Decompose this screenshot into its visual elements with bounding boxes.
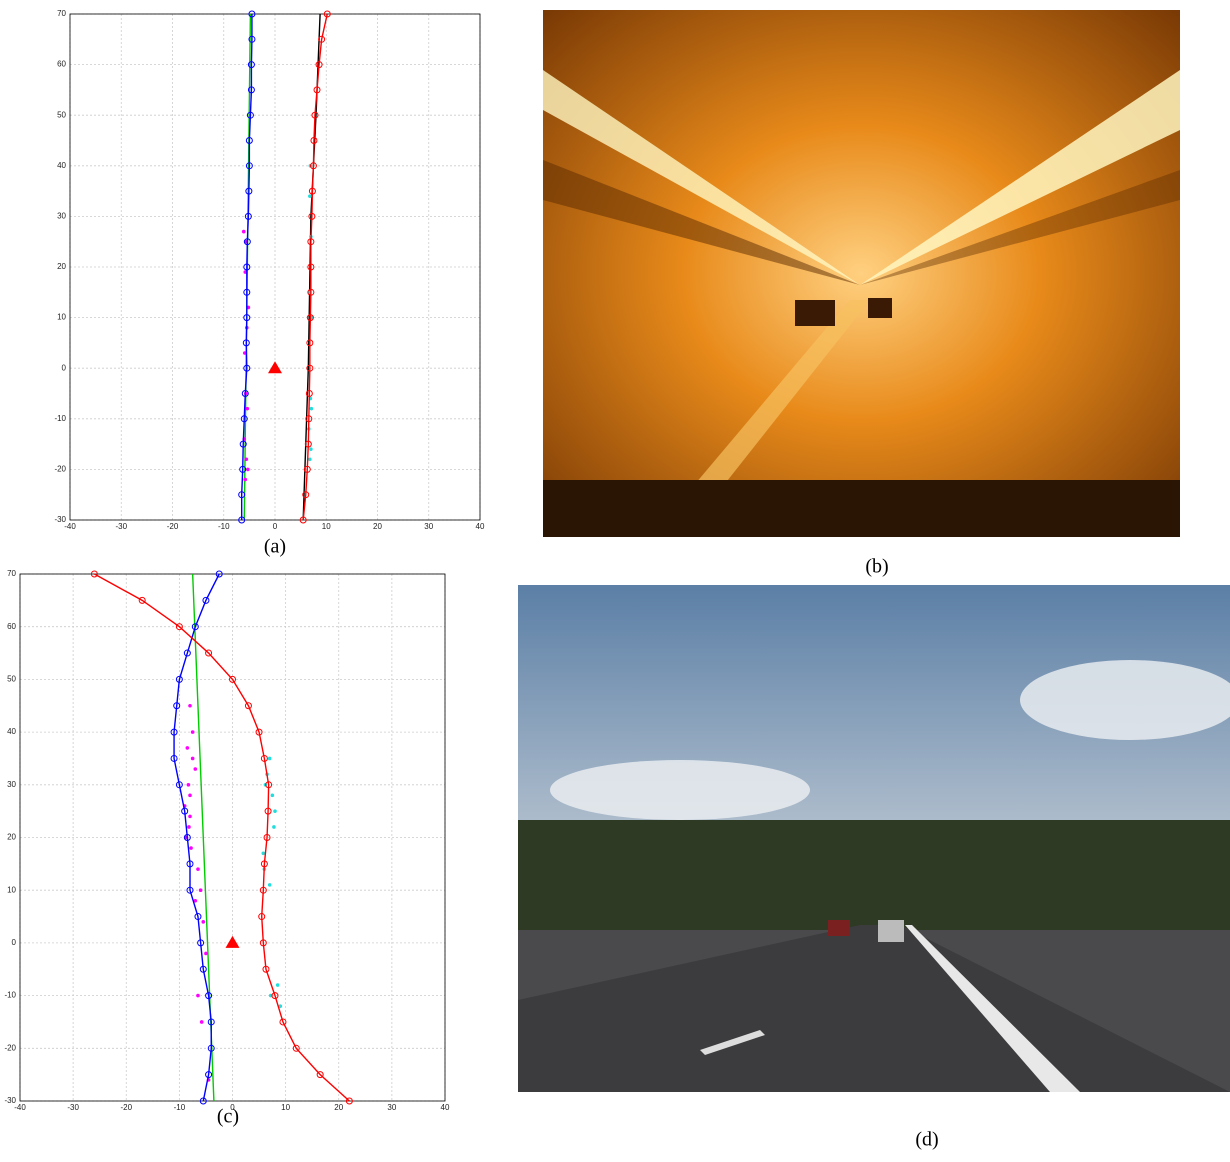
point [271,794,275,798]
x-tick-label: -20 [120,1103,132,1112]
y-tick-label: 60 [7,622,16,631]
x-tick-label: -10 [174,1103,186,1112]
x-tick-label: 20 [334,1103,343,1112]
y-tick-label: 20 [57,262,66,271]
point [308,457,312,461]
point [191,730,195,734]
caption: (b) [865,556,888,578]
y-tick-label: -20 [4,1043,16,1052]
point [276,983,280,987]
x-tick-label: 30 [424,522,433,531]
y-tick-label: -10 [54,414,66,423]
y-tick-label: 10 [57,313,66,322]
point [199,888,203,892]
y-tick-label: 70 [7,569,16,578]
y-tick-label: 0 [12,938,17,947]
point [204,952,208,956]
point [308,194,312,198]
y-tick-label: 70 [57,9,66,18]
point [189,846,193,850]
y-tick-label: -20 [54,465,66,474]
point [196,867,200,871]
caption: (a) [264,536,286,558]
point [268,883,272,887]
x-tick-label: -10 [218,522,230,531]
point [268,757,272,761]
x-tick-label: -30 [67,1103,79,1112]
x-tick-label: -40 [14,1103,26,1112]
x-tick-label: 40 [476,522,485,531]
x-tick-label: 0 [273,522,278,531]
x-tick-label: 10 [281,1103,290,1112]
x-tick-label: -30 [115,522,127,531]
point [188,794,192,798]
point [191,757,195,761]
y-tick-label: 50 [7,675,16,684]
caption: (d) [915,1129,938,1151]
y-tick-label: 0 [62,363,67,372]
x-tick-label: 0 [230,1103,235,1112]
point [194,767,198,771]
point [262,852,266,856]
x-tick-label: -20 [167,522,179,531]
y-tick-label: 30 [7,780,16,789]
figure: (a) (b) (c) (d) -30 -20 -10 0 10 20 30 40 50 60 70… [0,0,1230,1157]
x-tick-label: 20 [373,522,382,531]
y-tick-label: 30 [57,212,66,221]
point [196,994,200,998]
y-tick-label: -10 [4,991,16,1000]
x-tick-label: 40 [441,1103,450,1112]
point [188,704,192,708]
photo-highway [518,585,1230,1092]
y-tick-label: 10 [7,885,16,894]
x-tick-label: 10 [322,522,331,531]
point [246,468,250,472]
y-tick-label: 40 [7,727,16,736]
point [273,809,277,813]
photo-tunnel [543,10,1180,537]
x-tick-label: -40 [64,522,76,531]
point [187,783,191,787]
caption: (c) [217,1106,239,1128]
x-tick-label: 30 [387,1103,396,1112]
y-tick-label: 60 [57,60,66,69]
point [246,407,250,411]
y-tick-label: 50 [57,110,66,119]
point [272,825,276,829]
point [201,920,205,924]
point [243,478,247,482]
point [245,457,249,461]
point [187,825,191,829]
point [309,447,313,451]
point [310,407,314,411]
point [200,1020,204,1024]
point [242,230,246,234]
y-tick-label: 40 [57,161,66,170]
point [186,746,190,750]
point [188,815,192,819]
y-tick-label: 20 [7,833,16,842]
